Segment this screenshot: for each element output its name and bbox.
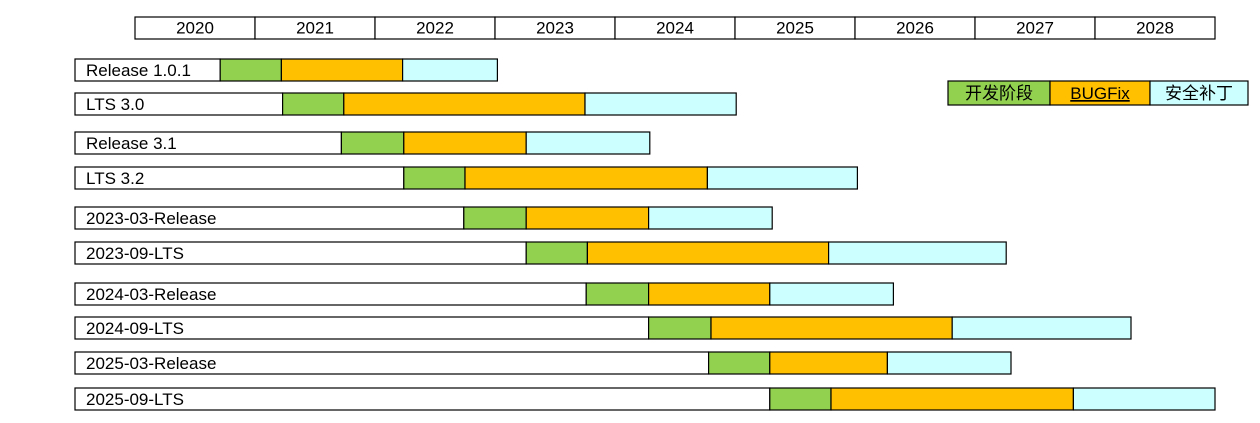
legend-label-bugfix: BUGFix bbox=[1070, 84, 1130, 103]
security-phase-bar bbox=[525, 131, 651, 155]
security-phase-bar bbox=[706, 166, 859, 190]
release-label: Release 1.0.1 bbox=[86, 61, 191, 80]
security-phase-bar bbox=[827, 241, 1007, 265]
dev-phase-bar bbox=[219, 58, 282, 82]
year-label: 2025 bbox=[776, 19, 814, 38]
legend-label-dev: 开发阶段 bbox=[965, 84, 1033, 103]
dev-phase-bar bbox=[707, 351, 771, 375]
year-label: 2028 bbox=[1136, 19, 1174, 38]
security-phase-bar bbox=[886, 351, 1012, 375]
release-row: LTS 3.0 bbox=[74, 92, 737, 116]
release-label: 2025-03-Release bbox=[86, 354, 216, 373]
release-row: 2025-09-LTS bbox=[74, 387, 1216, 411]
year-label: 2022 bbox=[416, 19, 454, 38]
year-cell bbox=[1094, 16, 1216, 40]
security-phase-bar bbox=[584, 92, 737, 116]
dev-phase-bar bbox=[403, 166, 466, 190]
security-phase-bar bbox=[1072, 387, 1216, 411]
year-header: 2020 2021 2022 2023 2024 2025 2026 2027 2028 bbox=[134, 16, 1216, 40]
release-label: 2025-09-LTS bbox=[86, 390, 184, 409]
bugfix-phase-bar bbox=[647, 282, 771, 306]
dev-phase-bar bbox=[585, 282, 650, 306]
security-phase-bar bbox=[951, 316, 1132, 340]
dev-phase-bar bbox=[769, 387, 832, 411]
year-label: 2027 bbox=[1016, 19, 1054, 38]
security-phase-bar bbox=[769, 282, 894, 306]
bugfix-phase-bar bbox=[343, 92, 586, 116]
bugfix-phase-bar bbox=[525, 206, 650, 230]
release-label: LTS 3.2 bbox=[86, 169, 144, 188]
release-row: 2023-09-LTS bbox=[74, 241, 1007, 265]
release-row: 2025-03-Release bbox=[74, 351, 1012, 375]
year-label: 2023 bbox=[536, 19, 574, 38]
legend-swatch-security bbox=[1149, 80, 1249, 106]
release-label: 2023-03-Release bbox=[86, 209, 216, 228]
bugfix-phase-bar bbox=[403, 131, 527, 155]
bugfix-phase-bar bbox=[280, 58, 404, 82]
release-row: 2023-03-Release bbox=[74, 206, 773, 230]
release-label: LTS 3.0 bbox=[86, 95, 144, 114]
release-label: Release 3.1 bbox=[86, 134, 177, 153]
release-row: 2024-03-Release bbox=[74, 282, 894, 306]
dev-phase-bar bbox=[525, 241, 589, 265]
release-rows: Release 1.0.1 LTS 3.0 Release 3.1 LTS 3.2 20… bbox=[74, 58, 1216, 411]
release-row: LTS 3.2 bbox=[74, 166, 859, 190]
release-label: 2023-09-LTS bbox=[86, 244, 184, 263]
legend-label-security: 安全补丁 bbox=[1165, 84, 1233, 103]
security-phase-bar bbox=[402, 58, 499, 82]
release-label: 2024-09-LTS bbox=[86, 319, 184, 338]
release-row: Release 3.1 bbox=[74, 131, 651, 155]
bugfix-phase-bar bbox=[464, 166, 708, 190]
bugfix-phase-bar bbox=[830, 387, 1074, 411]
bugfix-phase-bar bbox=[710, 316, 953, 340]
release-label: 2024-03-Release bbox=[86, 285, 216, 304]
year-label: 2020 bbox=[176, 19, 214, 38]
release-row: 2024-09-LTS bbox=[74, 316, 1132, 340]
bugfix-phase-bar bbox=[586, 241, 830, 265]
dev-phase-bar bbox=[647, 316, 712, 340]
legend: 开发阶段 BUGFix 安全补丁 bbox=[947, 80, 1249, 106]
bugfix-phase-bar bbox=[769, 351, 888, 375]
release-row: Release 1.0.1 bbox=[74, 58, 499, 82]
security-phase-bar bbox=[647, 206, 773, 230]
legend-swatch-dev bbox=[947, 80, 1051, 106]
dev-phase-bar bbox=[282, 92, 345, 116]
year-label: 2021 bbox=[296, 19, 334, 38]
year-label: 2026 bbox=[896, 19, 934, 38]
year-label: 2024 bbox=[656, 19, 694, 38]
dev-phase-bar bbox=[340, 131, 405, 155]
dev-phase-bar bbox=[463, 206, 527, 230]
